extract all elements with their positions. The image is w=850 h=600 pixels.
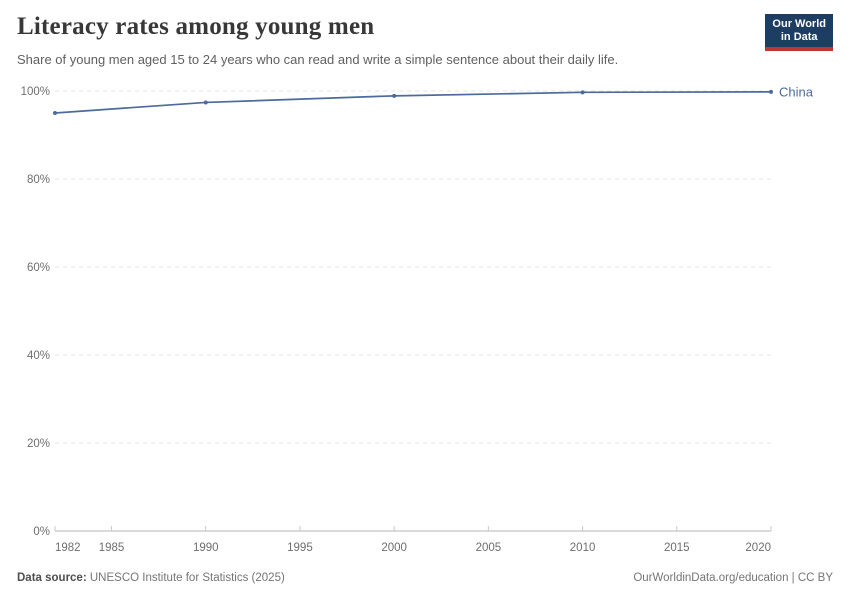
- owid-logo: Our World in Data: [765, 14, 833, 51]
- owid-logo-line1: Our World: [772, 18, 826, 30]
- x-tick-label: 2015: [664, 542, 690, 554]
- data-point[interactable]: [203, 100, 208, 105]
- credit-text[interactable]: OurWorldinData.org/education | CC BY: [633, 572, 833, 584]
- x-tick-label: 2000: [381, 542, 407, 554]
- chart-footer: Data source: UNESCO Institute for Statis…: [17, 571, 833, 585]
- y-tick-label: 0%: [33, 526, 50, 538]
- y-tick-label: 20%: [27, 438, 50, 450]
- x-tick-label: 1990: [193, 542, 219, 554]
- data-point[interactable]: [53, 111, 57, 115]
- y-tick-label: 40%: [27, 350, 50, 362]
- page-title: Literacy rates among young men: [17, 13, 375, 40]
- y-tick-label: 80%: [27, 174, 50, 186]
- data-point[interactable]: [769, 89, 773, 94]
- data-point[interactable]: [392, 93, 397, 98]
- x-tick-label: 1985: [99, 542, 125, 554]
- data-point[interactable]: [580, 90, 585, 95]
- y-tick-label: 60%: [27, 262, 50, 274]
- chart-subtitle: Share of young men aged 15 to 24 years w…: [17, 52, 619, 67]
- data-source-text: UNESCO Institute for Statistics (2025): [89, 572, 285, 584]
- x-tick-label: 2010: [570, 542, 596, 554]
- owid-logo-line2: in Data: [780, 31, 818, 43]
- data-source: Data source: UNESCO Institute for Statis…: [17, 571, 285, 585]
- x-tick-label: 1995: [287, 542, 313, 554]
- x-tick-label: 2005: [476, 542, 502, 554]
- series-line[interactable]: [54, 91, 772, 114]
- x-tick-label: 1982: [55, 542, 81, 554]
- x-tick-label: 2020: [745, 542, 771, 554]
- data-source-label: Data source:: [17, 572, 87, 584]
- y-tick-label: 100%: [21, 86, 50, 98]
- entity-label[interactable]: China: [779, 84, 814, 99]
